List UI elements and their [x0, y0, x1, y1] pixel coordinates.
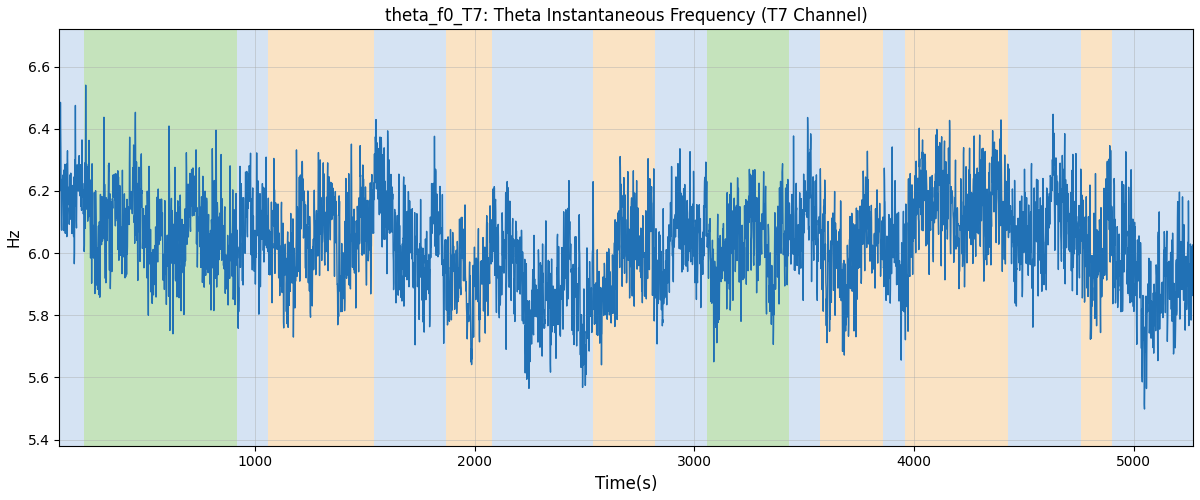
Bar — [685, 30, 708, 446]
Bar — [238, 30, 268, 446]
Bar — [59, 30, 84, 446]
Title: theta_f0_T7: Theta Instantaneous Frequency (T7 Channel): theta_f0_T7: Theta Instantaneous Frequen… — [385, 7, 868, 25]
Bar — [84, 30, 238, 446]
Bar — [820, 30, 883, 446]
Bar — [883, 30, 905, 446]
Bar — [373, 30, 446, 446]
X-axis label: Time(s): Time(s) — [595, 475, 658, 493]
Bar — [655, 30, 685, 446]
Bar — [708, 30, 788, 446]
Bar — [788, 30, 820, 446]
Bar — [446, 30, 492, 446]
Bar — [268, 30, 373, 446]
Bar — [492, 30, 593, 446]
Y-axis label: Hz: Hz — [7, 228, 22, 248]
Bar — [1111, 30, 1193, 446]
Bar — [905, 30, 1008, 446]
Bar — [593, 30, 655, 446]
Bar — [1008, 30, 1081, 446]
Bar — [1081, 30, 1111, 446]
